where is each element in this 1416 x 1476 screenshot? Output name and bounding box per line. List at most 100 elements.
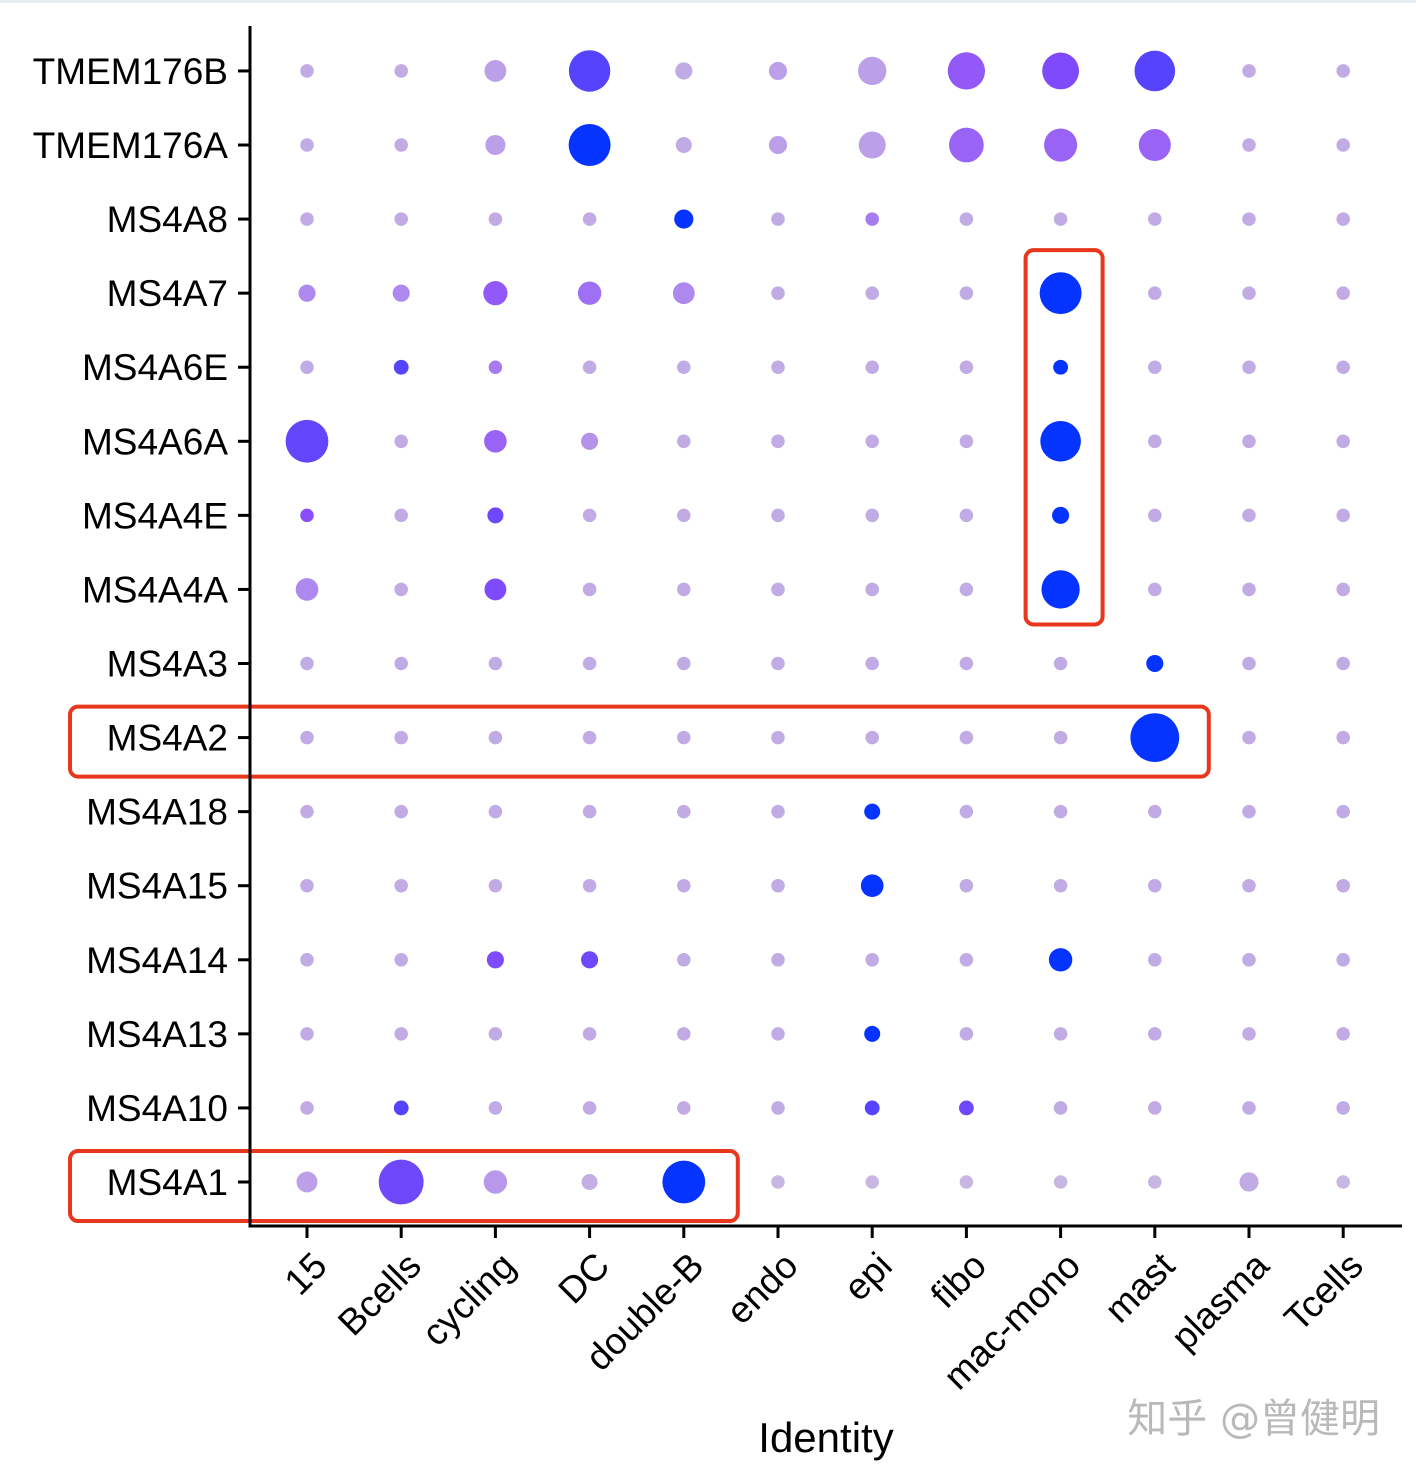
dot-TMEM176B-double-B (675, 62, 693, 80)
dot-TMEM176B-Tcells (1336, 64, 1350, 78)
y-tick-label-MS4A1: MS4A1 (107, 1162, 228, 1203)
dot-MS4A4E-Bcells (394, 508, 408, 523)
dot-MS4A13-mac-mono (1053, 1027, 1068, 1041)
dot-MS4A15-Tcells (1336, 878, 1350, 893)
dot-TMEM176B-endo (768, 61, 788, 81)
dot-MS4A2-fibo (959, 730, 974, 745)
dot-MS4A10-DC (582, 1101, 597, 1115)
dot-MS4A4A-cycling (484, 578, 507, 601)
dot-TMEM176A-DC (568, 124, 611, 166)
dot-MS4A3-mast (1146, 654, 1164, 673)
y-tick-label-MS4A2: MS4A2 (107, 718, 228, 759)
dot-MS4A6A-Bcells (394, 434, 408, 449)
dot-MS4A3-fibo (959, 656, 974, 671)
dot-MS4A13-DC (582, 1027, 597, 1041)
dot-MS4A4A-mast (1148, 582, 1162, 597)
dot-MS4A7-Tcells (1336, 286, 1350, 300)
dot-MS4A13-Tcells (1336, 1027, 1350, 1041)
y-tick-label-MS4A10: MS4A10 (86, 1088, 228, 1129)
dot-MS4A3-double-B (677, 656, 691, 671)
dot-MS4A14-mac-mono (1048, 948, 1073, 972)
highlight-box-ms4a1-row (68, 1149, 740, 1223)
y-tick-label-MS4A4A: MS4A4A (82, 569, 228, 610)
x-tick-label-Bcells: Bcells (330, 1245, 429, 1344)
dot-MS4A18-Bcells (394, 804, 408, 819)
dot-MS4A2-endo (771, 730, 785, 745)
dot-MS4A2-Bcells (394, 730, 408, 745)
dot-MS4A4E-15 (300, 508, 314, 523)
dot-MS4A14-cycling (486, 951, 504, 969)
dot-TMEM176B-mac-mono (1042, 52, 1080, 90)
dot-MS4A7-endo (771, 286, 785, 300)
dot-MS4A8-Bcells (394, 212, 408, 226)
dot-MS4A1-mac-mono (1053, 1175, 1068, 1189)
dot-MS4A13-epi (864, 1025, 881, 1042)
dot-MS4A13-mast (1148, 1027, 1162, 1041)
dot-MS4A6E-double-B (677, 360, 691, 374)
dot-TMEM176A-15 (300, 138, 314, 152)
y-tick-label-MS4A14: MS4A14 (86, 940, 228, 981)
y-tick-label-MS4A4E: MS4A4E (82, 495, 228, 536)
dot-MS4A6A-cycling (484, 429, 507, 453)
dot-MS4A6E-mac-mono (1053, 359, 1069, 375)
dot-MS4A18-mast (1148, 804, 1162, 819)
dot-MS4A8-double-B (674, 209, 694, 229)
dot-MS4A8-mast (1148, 212, 1162, 226)
dot-MS4A8-fibo (959, 212, 974, 226)
dot-MS4A18-cycling (488, 804, 503, 819)
dot-MS4A10-mast (1148, 1101, 1162, 1115)
dot-MS4A14-Bcells (394, 953, 408, 967)
dot-MS4A15-endo (771, 878, 785, 893)
dot-MS4A8-plasma (1242, 212, 1256, 226)
dot-MS4A15-Bcells (394, 878, 408, 893)
dot-MS4A2-epi (865, 730, 879, 745)
dot-MS4A4A-Tcells (1336, 582, 1350, 597)
dot-MS4A14-double-B (677, 953, 691, 967)
dot-MS4A14-fibo (959, 953, 974, 967)
dot-MS4A7-mast (1148, 286, 1162, 300)
dot-MS4A8-endo (771, 212, 785, 226)
x-tick-label-DC: DC (550, 1245, 617, 1312)
dot-MS4A3-epi (865, 656, 879, 671)
dot-MS4A1-Bcells (378, 1159, 424, 1205)
dot-MS4A1-epi (865, 1175, 879, 1189)
dot-MS4A6A-endo (771, 434, 785, 449)
dot-MS4A4A-double-B (677, 582, 691, 597)
dot-MS4A18-15 (300, 804, 314, 819)
dot-TMEM176B-15 (300, 64, 314, 78)
dot-MS4A7-15 (298, 284, 316, 302)
dot-MS4A4A-mac-mono (1041, 570, 1080, 609)
dot-MS4A14-15 (300, 953, 314, 967)
dot-MS4A6E-endo (771, 360, 785, 374)
dot-MS4A4E-epi (865, 508, 879, 523)
dot-MS4A4A-Bcells (394, 582, 408, 597)
dot-MS4A7-epi (865, 286, 879, 300)
dot-MS4A7-double-B (672, 282, 695, 305)
y-tick-label-MS4A8: MS4A8 (107, 199, 228, 240)
dot-TMEM176A-endo (768, 135, 788, 155)
dot-MS4A10-epi (864, 1100, 880, 1116)
dot-MS4A10-15 (300, 1101, 314, 1115)
axes (238, 26, 1402, 1238)
dot-TMEM176A-double-B (675, 137, 692, 154)
dot-MS4A6E-plasma (1242, 360, 1256, 374)
dot-MS4A7-plasma (1242, 286, 1256, 300)
dot-MS4A10-fibo (958, 1100, 974, 1116)
highlight-boxes (68, 248, 1211, 1223)
y-tick-label-MS4A18: MS4A18 (86, 792, 228, 833)
dot-MS4A4E-mast (1148, 508, 1162, 523)
dot-MS4A18-DC (582, 804, 597, 819)
dot-MS4A10-double-B (677, 1101, 691, 1115)
dot-MS4A4A-plasma (1242, 582, 1256, 597)
dot-MS4A3-plasma (1242, 656, 1256, 671)
dot-MS4A18-double-B (677, 804, 691, 819)
dot-MS4A1-fibo (959, 1175, 974, 1189)
dot-TMEM176B-DC (568, 50, 611, 92)
x-tick-label-endo: endo (718, 1245, 805, 1332)
dot-MS4A13-plasma (1242, 1027, 1256, 1041)
dot-TMEM176B-Bcells (394, 64, 408, 78)
x-tick-label-fibo: fibo (923, 1245, 994, 1316)
x-axis-title: Identity (758, 1414, 893, 1461)
y-tick-label-MS4A6E: MS4A6E (82, 347, 228, 388)
